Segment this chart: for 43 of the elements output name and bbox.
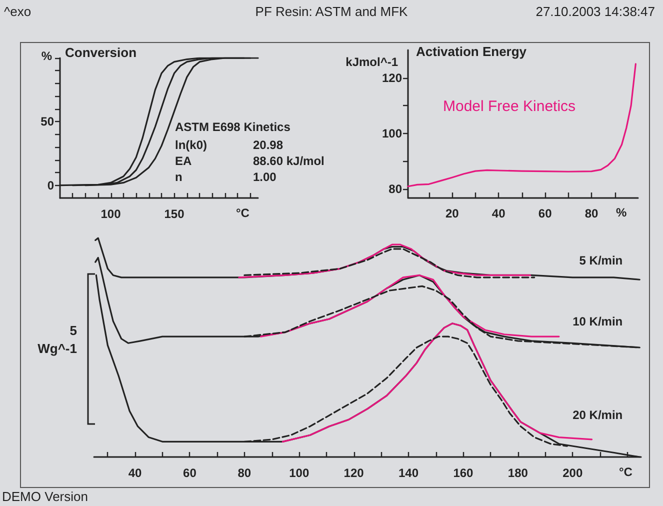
text: ^exo	[4, 4, 32, 19]
y-tick-label: 0	[47, 178, 54, 192]
x-tick-label: 180	[508, 466, 528, 480]
annotation: ln(k0)	[175, 138, 208, 152]
x-tick-label: 40	[128, 466, 142, 480]
annotation: 1.00	[253, 170, 277, 184]
y-axis-title: kJmol^-1	[346, 55, 398, 69]
annotation: EA	[175, 154, 192, 168]
y-axis-title: %	[41, 49, 52, 63]
text: DEMO Version	[2, 489, 88, 504]
x-axis-title: %	[616, 206, 627, 220]
x-tick-label: 150	[164, 207, 185, 221]
text: 27.10.2003 14:38:47	[536, 4, 655, 19]
x-tick-label: 20	[445, 206, 460, 220]
x-tick-label: 80	[238, 466, 252, 480]
y-tick-label: 100	[382, 126, 402, 140]
y-tick-label: 120	[382, 70, 402, 85]
x-tick-label: 60	[538, 206, 552, 220]
x-tick-label: 200	[562, 466, 583, 480]
x-tick-label: 80	[584, 206, 599, 220]
x-tick-label: 160	[453, 466, 474, 480]
text: Model Free Kinetics	[443, 98, 576, 115]
x-tick-label: 120	[344, 466, 364, 480]
series-label: 5 K/min	[579, 254, 623, 268]
annotation: n	[175, 170, 182, 184]
chart-subtitle: Conversion	[65, 45, 137, 60]
x-tick-label: 40	[492, 206, 506, 220]
x-axis-title: °C	[236, 206, 250, 220]
series-label: 20 K/min	[572, 408, 623, 422]
x-tick-label: 100	[289, 466, 310, 480]
y-tick-label: 50	[40, 114, 54, 129]
x-tick-label: 100	[100, 207, 122, 221]
text: PF Resin: ASTM and MFK	[255, 4, 408, 19]
series-label: 10 K/min	[572, 314, 623, 328]
y-tick-label: 80	[388, 182, 402, 196]
annotation: 88.60 kJ/mol	[253, 154, 324, 168]
x-tick-label: 60	[183, 466, 197, 480]
annotation: ASTM E698 Kinetics	[175, 120, 291, 134]
x-axis-title: °C	[619, 465, 633, 479]
y-axis-title: 5 Wg^-1	[36, 322, 77, 358]
chart-title: Activation Energy	[416, 44, 528, 59]
annotation: 20.98	[253, 138, 284, 152]
x-tick-label: 140	[398, 466, 419, 480]
